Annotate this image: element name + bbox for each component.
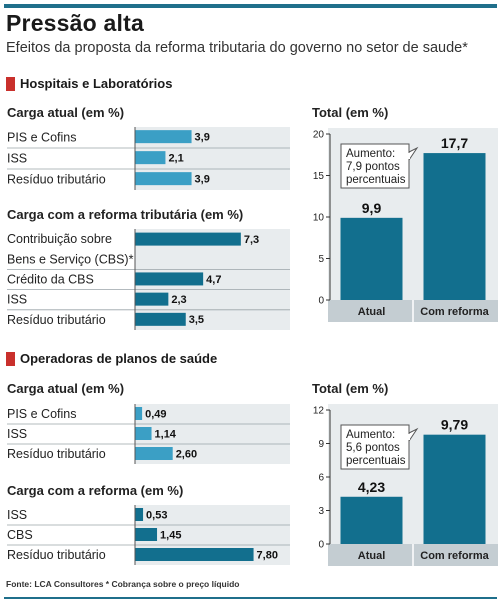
annotation-text: Aumento: (346, 148, 395, 160)
top-rule (4, 4, 497, 8)
bar (135, 232, 241, 246)
data-label: 17,7 (441, 135, 468, 151)
category-label: PIS e Cofins (7, 407, 76, 421)
bar (135, 130, 192, 144)
chart-title-hosp-current: Carga atual (em %) (7, 105, 125, 120)
data-label: 3,9 (195, 132, 210, 144)
data-label: 9,79 (441, 417, 468, 433)
category-label: Atual (358, 306, 386, 318)
bar (135, 447, 173, 460)
y-tick-label: 10 (313, 213, 325, 224)
category-label: ISS (7, 508, 27, 522)
category-label: Resíduo tributário (7, 173, 106, 187)
category-label: Resíduo tributário (7, 548, 106, 562)
bar (135, 427, 152, 440)
bar (135, 151, 166, 165)
y-tick-label: 6 (318, 473, 324, 484)
data-label: 0,49 (145, 408, 166, 420)
y-tick-label: 3 (318, 506, 324, 517)
annotation-text: percentuais (346, 174, 406, 186)
bar (135, 548, 254, 561)
data-label: 9,9 (362, 200, 382, 216)
y-tick-label: 15 (313, 171, 325, 182)
chart-title-hosp-reform: Carga com a reforma tributária (em %) (7, 207, 244, 222)
category-label: Com reforma (420, 306, 489, 318)
category-label: Atual (358, 550, 386, 562)
data-label: 4,7 (206, 274, 221, 286)
data-label: 4,23 (358, 479, 385, 495)
category-label: Bens e Serviço (CBS)* (7, 252, 134, 266)
chart-title-ops-total: Total (em %) (312, 381, 389, 396)
footer-source: Fonte: LCA Consultores * Cobrança sobre … (6, 579, 240, 589)
data-label: 3,9 (195, 174, 210, 186)
y-tick-label: 5 (318, 254, 324, 265)
category-label: Contribuição sobre (7, 232, 112, 246)
data-label: 1,45 (160, 529, 181, 541)
annotation-box (340, 143, 410, 189)
annotation-text: percentuais (346, 455, 406, 467)
annotation-text: 7,9 pontos (346, 161, 400, 173)
data-label: 2,1 (168, 153, 183, 165)
chart-title-hosp-total: Total (em %) (312, 105, 389, 120)
bottom-rule (4, 597, 497, 599)
data-label: 2,3 (171, 294, 186, 306)
section-label: Hospitais e Laboratórios (20, 76, 173, 91)
bar (423, 153, 486, 300)
page-subtitle: Efeitos da proposta da reforma tributari… (6, 40, 468, 56)
data-label: 3,5 (189, 314, 204, 326)
bar (340, 217, 403, 300)
bar (135, 172, 192, 186)
bar (135, 312, 186, 326)
section-hospitals: Hospitais e Laboratórios (6, 76, 172, 91)
annotation-pointer-mask (408, 434, 410, 440)
page-title: Pressão alta (6, 10, 144, 36)
section-marker (6, 351, 15, 366)
category-label: PIS e Cofins (7, 131, 76, 145)
chart-title-ops-current: Carga atual (em %) (7, 381, 125, 396)
category-label: ISS (7, 427, 27, 441)
bar (340, 496, 403, 544)
section-label: Operadoras de planos de saúde (20, 351, 218, 366)
y-tick-label: 12 (313, 406, 325, 417)
y-tick-label: 20 (313, 130, 325, 141)
section-operators: Operadoras de planos de saúde (6, 351, 217, 366)
bar (135, 407, 143, 420)
category-label: Resíduo tributário (7, 447, 106, 461)
category-label: CBS (7, 528, 33, 542)
data-label: 7,80 (257, 549, 278, 561)
bar (423, 434, 486, 544)
y-tick-label: 0 (318, 540, 324, 551)
bar (135, 508, 144, 521)
category-label: Crédito da CBS (7, 273, 94, 287)
annotation-pointer-mask (408, 153, 410, 159)
data-label: 7,3 (244, 234, 259, 246)
section-marker (6, 76, 15, 91)
chart-title-ops-reform: Carga com a reforma (em %) (7, 483, 184, 498)
annotation-box (340, 424, 410, 470)
bar (135, 272, 204, 286)
y-tick-label: 9 (318, 439, 324, 450)
annotation-text: Aumento: (346, 429, 395, 441)
category-label: ISS (7, 152, 27, 166)
data-label: 2,60 (176, 448, 197, 460)
y-tick-label: 0 (318, 296, 324, 307)
bar (135, 528, 158, 541)
category-label: Com reforma (420, 550, 489, 562)
annotation-text: 5,6 pontos (346, 442, 400, 454)
data-label: 1,14 (155, 428, 177, 440)
bar (135, 292, 169, 306)
data-label: 0,53 (146, 509, 167, 521)
category-label: Resíduo tributário (7, 313, 106, 327)
category-label: ISS (7, 293, 27, 307)
